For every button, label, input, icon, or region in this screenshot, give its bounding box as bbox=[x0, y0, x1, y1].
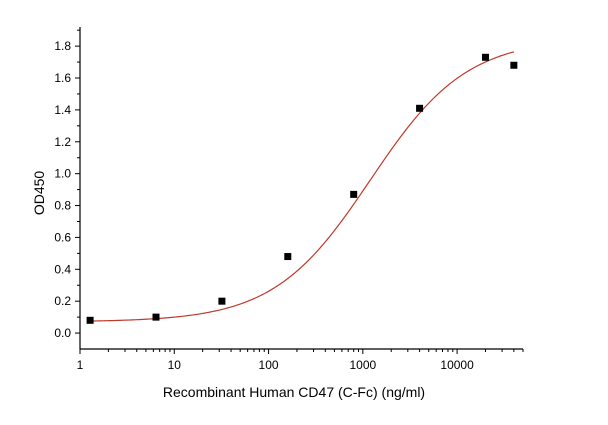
y-axis-label: OD450 bbox=[31, 171, 47, 216]
y-tick-label: 1.4 bbox=[54, 103, 71, 117]
y-tick-label: 1.8 bbox=[54, 39, 71, 53]
y-axis-ticks: 0.0 0.2 0.4 0.6 0.8 1.0 1.2 1.4 1.6 1.8 bbox=[54, 29, 80, 340]
data-point bbox=[86, 316, 94, 324]
x-tick-label: 10 bbox=[168, 358, 182, 372]
y-tick-label: 0.4 bbox=[54, 262, 71, 276]
data-point bbox=[416, 104, 424, 112]
x-tick-label: 1000 bbox=[349, 358, 376, 372]
y-tick-label: 0.6 bbox=[54, 230, 71, 244]
y-tick-label: 0.2 bbox=[54, 294, 71, 308]
data-point bbox=[350, 190, 358, 198]
data-point bbox=[284, 253, 292, 261]
axes bbox=[79, 27, 523, 350]
x-tick-label: 1 bbox=[77, 358, 84, 372]
data-point bbox=[218, 297, 226, 305]
data-point bbox=[152, 313, 160, 321]
x-tick-label: 100 bbox=[259, 358, 279, 372]
data-points bbox=[86, 53, 518, 324]
y-tick-label: 1.6 bbox=[54, 71, 71, 85]
data-point bbox=[481, 53, 489, 61]
y-tick-label: 0.8 bbox=[54, 199, 71, 213]
x-axis-label: Recombinant Human CD47 (C-Fc) (ng/ml) bbox=[163, 384, 425, 400]
y-tick-label: 1.0 bbox=[54, 167, 71, 181]
y-tick-label: 0.0 bbox=[54, 326, 71, 340]
data-point bbox=[510, 61, 518, 69]
y-tick-label: 1.2 bbox=[54, 135, 71, 149]
fit-curve bbox=[90, 51, 515, 322]
x-tick-label: 10000 bbox=[440, 358, 474, 372]
x-axis-ticks: 1 10 100 1000 10000 bbox=[77, 349, 524, 372]
